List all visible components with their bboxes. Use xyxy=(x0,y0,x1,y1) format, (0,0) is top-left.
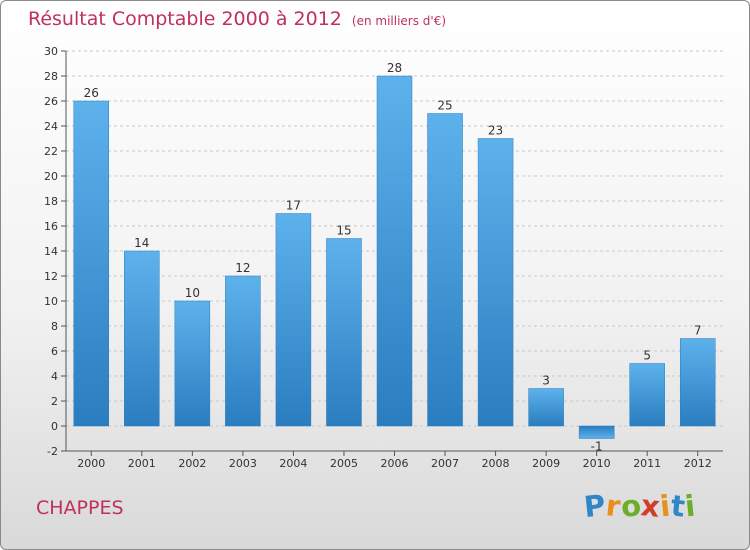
y-tick-label: 24 xyxy=(44,120,58,133)
y-tick-label: 20 xyxy=(44,170,58,183)
x-tick-label-2006: 2006 xyxy=(381,457,409,470)
bar-2003 xyxy=(225,275,261,427)
y-tick-label: 22 xyxy=(44,145,58,158)
x-tick-label-2000: 2000 xyxy=(77,457,105,470)
bar-2012 xyxy=(679,338,716,427)
bar-2006 xyxy=(376,75,413,427)
x-tick-label-2008: 2008 xyxy=(482,457,510,470)
logo-letter: i xyxy=(683,488,698,524)
x-tick-label-2011: 2011 xyxy=(633,457,661,470)
y-tick-label: 10 xyxy=(44,295,58,308)
city-name: CHAPPES xyxy=(36,497,124,519)
data-label-2001: 14 xyxy=(134,236,149,250)
x-tick-label-2010: 2010 xyxy=(583,457,611,470)
data-label-2004: 17 xyxy=(286,199,301,213)
y-tick-label: 16 xyxy=(44,220,58,233)
x-tick-label-2004: 2004 xyxy=(279,457,307,470)
data-label-2008: 23 xyxy=(488,124,503,138)
chart-title-text: Résultat Comptable 2000 à 2012 xyxy=(28,8,342,30)
y-tick-label: -2 xyxy=(47,445,58,458)
y-tick-label: 12 xyxy=(44,270,58,283)
bar-2007 xyxy=(427,113,463,427)
bar-2004 xyxy=(275,213,312,427)
data-label-2007: 25 xyxy=(437,99,452,113)
x-tick-label-2002: 2002 xyxy=(178,457,206,470)
data-label-2006: 28 xyxy=(387,61,402,75)
data-label-2010: -1 xyxy=(591,440,603,454)
bar-2009 xyxy=(528,388,564,427)
data-label-2009: 3 xyxy=(542,374,550,388)
x-tick-label-2003: 2003 xyxy=(229,457,257,470)
data-label-2005: 15 xyxy=(336,224,351,238)
bar-2001 xyxy=(124,250,160,427)
y-tick-label: 6 xyxy=(51,345,58,358)
x-tick-label-2012: 2012 xyxy=(684,457,712,470)
data-label-2003: 12 xyxy=(235,261,250,275)
data-label-2002: 10 xyxy=(185,286,200,300)
y-tick-label: 4 xyxy=(51,370,58,383)
data-label-2000: 26 xyxy=(84,86,99,100)
y-tick-label: 8 xyxy=(51,320,58,333)
chart-subtitle: (en milliers d'€) xyxy=(351,14,447,28)
y-tick-label: 14 xyxy=(44,245,58,258)
bar-2008 xyxy=(477,138,514,427)
data-label-2012: 7 xyxy=(694,324,702,338)
proxiti-logo: Proxiti xyxy=(582,488,698,524)
x-tick-label-2009: 2009 xyxy=(532,457,560,470)
y-tick-label: 2 xyxy=(51,395,58,408)
bar-2011 xyxy=(629,363,665,427)
x-tick-label-2001: 2001 xyxy=(128,457,156,470)
y-tick-label: 28 xyxy=(44,70,58,83)
chart-title: Résultat Comptable 2000 à 2012 (en millie… xyxy=(28,8,446,30)
y-tick-label: 26 xyxy=(44,95,58,108)
y-tick-label: 30 xyxy=(44,45,58,58)
bar-2005 xyxy=(326,238,362,427)
y-tick-label: 0 xyxy=(51,420,58,433)
x-tick-label-2007: 2007 xyxy=(431,457,459,470)
x-tick-label-2005: 2005 xyxy=(330,457,358,470)
bar-2002 xyxy=(174,300,211,427)
y-tick-label: 18 xyxy=(44,195,58,208)
bar-2000 xyxy=(73,100,110,427)
bar-2010 xyxy=(578,425,615,439)
data-label-2011: 5 xyxy=(643,349,651,363)
